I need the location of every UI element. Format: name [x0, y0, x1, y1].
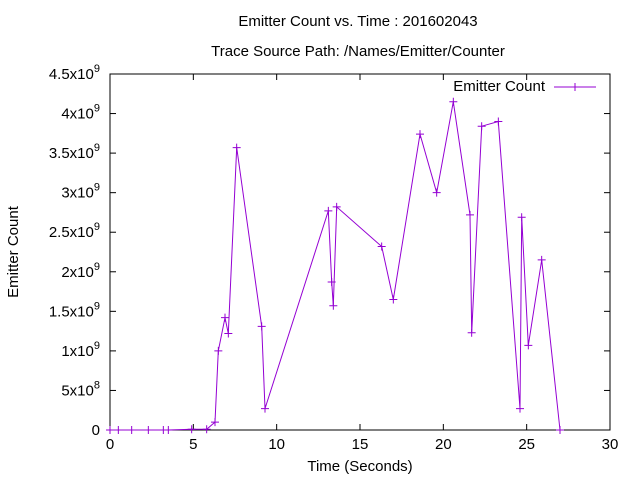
series-layer — [106, 97, 564, 434]
data-point — [324, 206, 333, 215]
data-point — [432, 188, 441, 197]
data-point — [449, 97, 458, 106]
data-point — [329, 301, 338, 310]
data-point — [416, 130, 424, 139]
x-tick-label: 30 — [602, 436, 619, 453]
chart-title: Emitter Count vs. Time : 201602043 — [238, 13, 477, 30]
chart-subtitle: Trace Source Path: /Names/Emitter/Counte… — [211, 43, 505, 60]
x-axis-label: Time (Seconds) — [307, 458, 412, 475]
data-point — [257, 322, 266, 331]
x-tick-label: 15 — [352, 436, 369, 453]
y-tick-label: 4x109 — [61, 103, 100, 123]
y-tick-label: 5x108 — [61, 379, 100, 399]
y-tick-label: 1x109 — [61, 340, 100, 360]
y-tick-label: 2.5x109 — [49, 221, 100, 241]
data-point — [144, 426, 153, 434]
legend-label: Emitter Count — [453, 78, 546, 95]
y-tick-label: 0 — [92, 422, 100, 439]
x-tick-label: 5 — [189, 436, 197, 453]
data-point — [202, 425, 211, 434]
legend: Emitter Count — [453, 78, 596, 95]
data-point — [214, 346, 223, 355]
data-point — [516, 404, 524, 413]
data-point — [224, 329, 233, 338]
x-tick-label: 25 — [518, 436, 535, 453]
x-tick-label: 0 — [106, 436, 114, 453]
y-tick-label: 2x109 — [61, 261, 100, 281]
data-point — [327, 278, 336, 287]
data-point — [332, 202, 341, 211]
data-point — [389, 295, 398, 304]
y-axis-label: Emitter Count — [5, 205, 22, 298]
data-point — [524, 341, 533, 350]
data-point — [466, 210, 474, 219]
y-axis-ticks: 0 5x108 1x109 1.5x109 2x109 2.5x109 3x109 3.5x1… — [49, 63, 610, 439]
x-axis-ticks: 0 5 10 15 20 25 30 — [106, 74, 619, 453]
x-tick-label: 10 — [268, 436, 285, 453]
x-tick-label: 20 — [435, 436, 452, 453]
legend-marker — [571, 83, 579, 91]
y-tick-label: 1.5x109 — [49, 300, 100, 320]
data-point — [556, 426, 564, 434]
series-line — [110, 101, 561, 431]
data-point — [377, 242, 386, 251]
data-point — [517, 213, 526, 222]
data-point — [477, 122, 486, 131]
data-point — [106, 426, 114, 434]
data-point — [537, 255, 546, 264]
data-point — [211, 418, 219, 427]
data-point — [467, 328, 476, 337]
plot-area-frame — [109, 73, 611, 431]
data-point — [114, 426, 123, 434]
data-point — [261, 404, 269, 413]
y-tick-label: 3.5x109 — [49, 142, 100, 162]
y-tick-label: 4.5x109 — [49, 63, 100, 83]
data-point — [187, 425, 196, 434]
data-point — [494, 117, 503, 126]
data-point — [232, 143, 241, 152]
data-point — [164, 426, 173, 434]
data-point — [127, 426, 136, 434]
data-point — [221, 313, 229, 322]
legend-point-marker — [571, 83, 579, 91]
y-tick-label: 3x109 — [61, 182, 100, 202]
